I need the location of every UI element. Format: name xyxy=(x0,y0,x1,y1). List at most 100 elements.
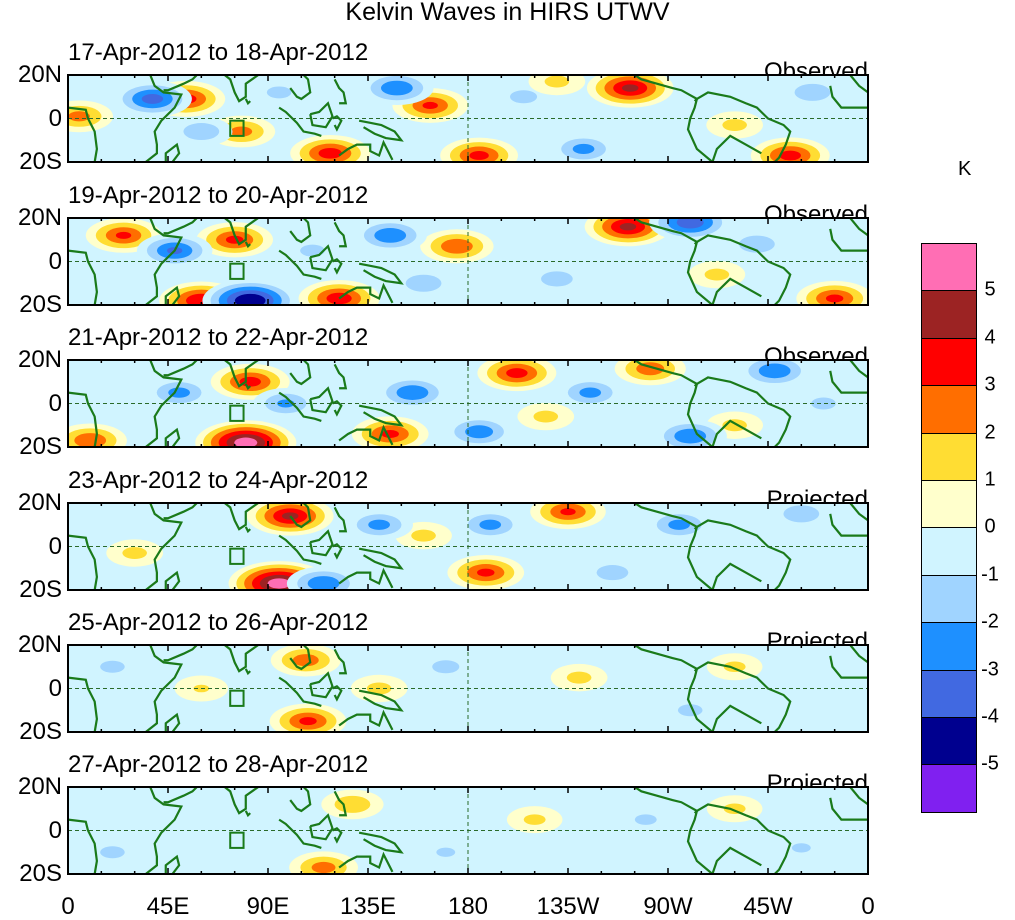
coastline xyxy=(331,542,343,560)
coastline xyxy=(711,704,762,732)
coastline xyxy=(164,854,181,874)
lon-tick-label: 0 xyxy=(61,893,75,920)
colorbar-swatch xyxy=(921,623,977,671)
coastline xyxy=(309,101,334,129)
colorbar-label: -3 xyxy=(981,658,999,681)
lon-tick-label: 90E xyxy=(246,893,290,920)
colorbar-label: -2 xyxy=(981,610,999,633)
coastline xyxy=(338,424,394,446)
anomaly-contour xyxy=(723,661,746,673)
lat-tick-label: 20N xyxy=(17,631,62,658)
coastline xyxy=(358,119,404,142)
coastline xyxy=(849,360,868,379)
panel-period-label: 23-Apr-2012 to 24-Apr-2012 xyxy=(68,467,369,494)
lat-tick-label: 0 xyxy=(48,104,62,132)
anomaly-contour xyxy=(677,704,703,717)
coastline xyxy=(309,671,334,699)
anomaly-contour xyxy=(100,846,125,859)
anomaly-contour xyxy=(811,397,836,410)
coastline xyxy=(849,503,868,522)
anomaly-contour xyxy=(560,508,576,516)
anomaly-contour xyxy=(422,101,438,109)
coastline xyxy=(711,134,762,162)
coastline xyxy=(829,797,868,821)
anomaly-contour xyxy=(334,795,371,813)
coastline xyxy=(278,676,322,707)
panel-frame xyxy=(67,786,869,875)
anomaly-contour xyxy=(115,231,132,239)
coastline xyxy=(309,244,334,272)
lon-tick-label: 135E xyxy=(339,893,397,920)
coastline xyxy=(278,818,322,849)
lat-tick-label: 20S xyxy=(19,576,62,603)
coastline xyxy=(331,399,343,417)
coastline xyxy=(309,386,334,414)
coastline xyxy=(289,787,312,813)
lat-tick-label: 20N xyxy=(17,61,62,88)
coastline xyxy=(278,534,322,565)
anomaly-contour xyxy=(676,218,704,229)
coastline xyxy=(163,645,198,662)
island-outline xyxy=(229,689,245,707)
coastline xyxy=(711,277,762,305)
anomaly-contour xyxy=(572,143,595,155)
lat-tick-label: 20N xyxy=(17,346,62,373)
anomaly-contour xyxy=(477,568,495,577)
lat-tick-label: 0 xyxy=(48,674,62,702)
anomaly-contour xyxy=(723,803,746,815)
coastline xyxy=(145,75,184,162)
coastline xyxy=(829,370,868,394)
coastline xyxy=(145,360,184,447)
coastline xyxy=(309,813,334,841)
lon-tick-label: 90W xyxy=(643,893,693,920)
panel-frame xyxy=(67,217,869,306)
coastline xyxy=(145,645,184,732)
anomaly-contour xyxy=(566,671,592,684)
anomaly-contour xyxy=(326,292,352,305)
coastline xyxy=(849,645,868,664)
anomaly-contour xyxy=(299,717,317,726)
coastline xyxy=(68,391,99,447)
anomaly-contour xyxy=(230,126,253,137)
coastline xyxy=(163,218,198,235)
lon-tick-label: 135W xyxy=(536,893,600,920)
coastline xyxy=(289,218,312,244)
coastline xyxy=(358,262,404,285)
anomaly-contour xyxy=(506,368,528,378)
anomaly-contour xyxy=(579,387,602,398)
anomaly-contour xyxy=(436,847,456,857)
map-panel xyxy=(67,502,869,591)
lon-tick-label: 180 xyxy=(447,893,489,920)
island-outline xyxy=(229,119,245,137)
anomaly-contour xyxy=(596,565,629,581)
coastline xyxy=(163,503,198,520)
anomaly-contour xyxy=(479,519,502,530)
coastline xyxy=(222,503,261,531)
anomaly-contour xyxy=(168,387,190,398)
coastline xyxy=(222,218,261,246)
panel-period-label: 25-Apr-2012 to 26-Apr-2012 xyxy=(68,609,369,636)
coastline xyxy=(163,75,198,92)
coastline xyxy=(244,241,251,249)
colorbar-label: 4 xyxy=(984,326,996,349)
colorbar-label: -5 xyxy=(981,752,999,775)
anomaly-contour xyxy=(779,150,801,161)
anomaly-contour xyxy=(307,576,340,590)
coastline xyxy=(358,831,404,854)
coastline xyxy=(358,689,404,712)
anomaly-contour xyxy=(381,80,413,96)
anomaly-contour xyxy=(783,505,820,523)
coastline xyxy=(289,360,312,386)
anomaly-contour xyxy=(541,271,573,287)
coastline xyxy=(829,513,868,537)
colorbar-swatch xyxy=(921,717,977,766)
anomaly-contour xyxy=(374,228,407,243)
coastline xyxy=(333,506,348,533)
panel-period-label: 27-Apr-2012 to 28-Apr-2012 xyxy=(68,751,369,778)
coastline xyxy=(333,363,348,390)
lon-tick-label: 0 xyxy=(861,893,875,920)
coastline xyxy=(686,810,714,874)
coastline xyxy=(686,668,714,732)
anomaly-contour xyxy=(266,86,292,99)
panel-frame xyxy=(67,502,869,591)
